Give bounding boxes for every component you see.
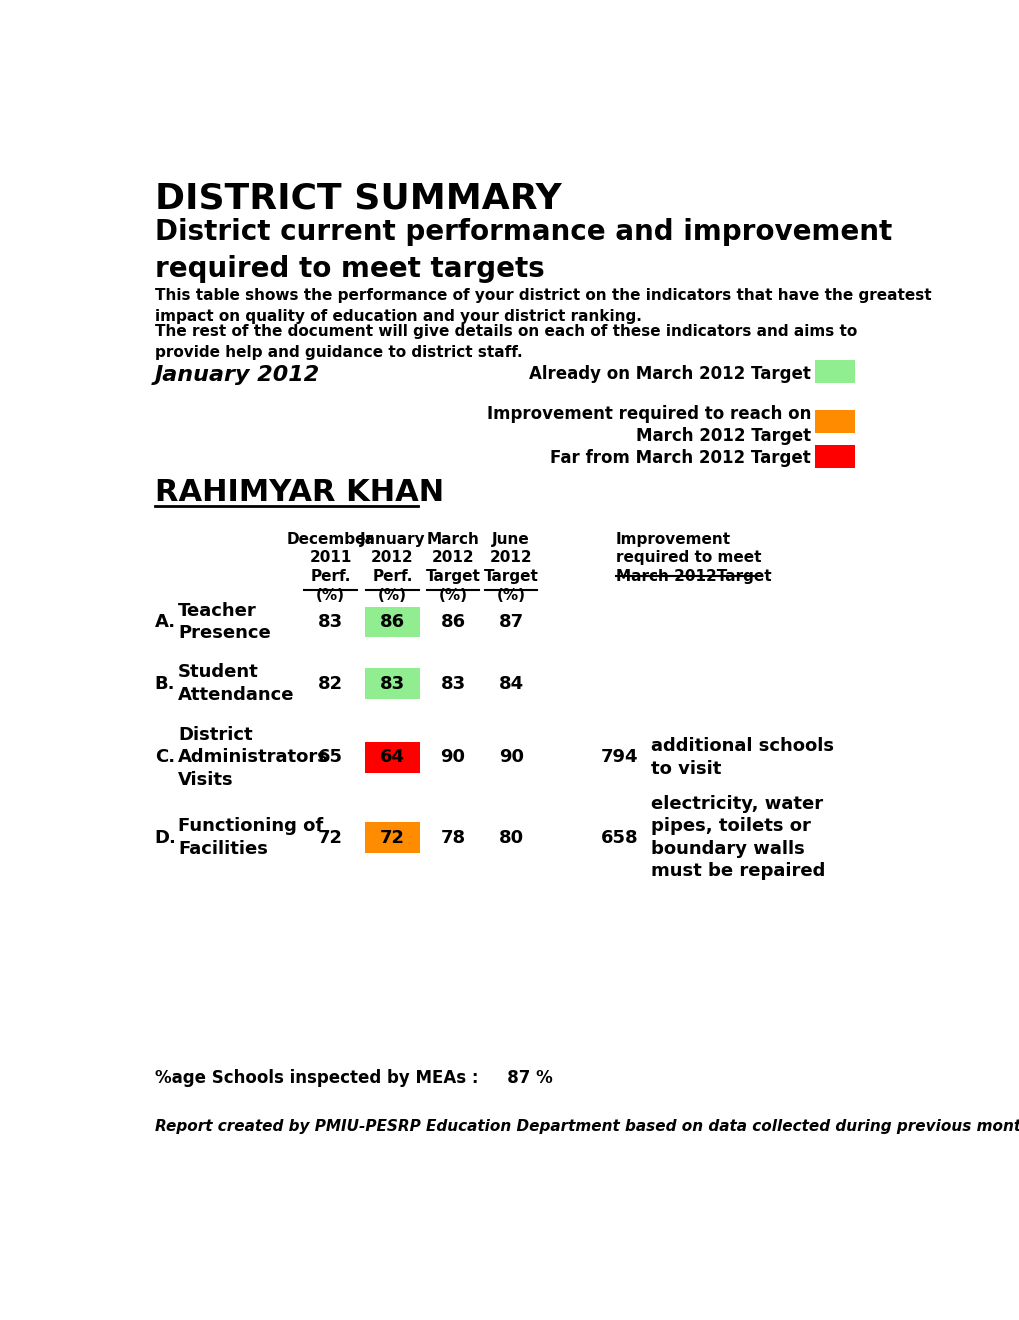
Text: 90: 90 — [440, 748, 465, 767]
Text: 83: 83 — [440, 675, 465, 693]
Text: 84: 84 — [498, 675, 523, 693]
Text: electricity, water
pipes, toilets or
boundary walls
must be repaired: electricity, water pipes, toilets or bou… — [650, 795, 824, 880]
Text: Improvement
required to meet
March 2012Target: Improvement required to meet March 2012T… — [615, 532, 770, 583]
Text: December
2011
Perf.
(%): December 2011 Perf. (%) — [286, 532, 374, 603]
Text: June
2012
Target
(%): June 2012 Target (%) — [483, 532, 538, 603]
Text: 78: 78 — [440, 829, 465, 846]
FancyBboxPatch shape — [365, 607, 420, 638]
Text: District current performance and improvement
required to meet targets: District current performance and improve… — [155, 219, 891, 284]
Text: March
2012
Target
(%): March 2012 Target (%) — [425, 532, 480, 603]
Text: Already on March 2012 Target: Already on March 2012 Target — [529, 364, 810, 383]
Text: Student
Attendance: Student Attendance — [177, 664, 294, 704]
Text: 83: 83 — [380, 675, 405, 693]
FancyBboxPatch shape — [365, 668, 420, 700]
Text: Far from March 2012 Target: Far from March 2012 Target — [550, 449, 810, 467]
Text: 86: 86 — [380, 612, 405, 631]
FancyBboxPatch shape — [365, 822, 420, 853]
Text: The rest of the document will give details on each of these indicators and aims : The rest of the document will give detai… — [155, 323, 856, 360]
Text: D.: D. — [155, 829, 176, 846]
Text: 90: 90 — [498, 748, 523, 767]
FancyBboxPatch shape — [814, 445, 854, 469]
Text: 80: 80 — [498, 829, 523, 846]
Text: 64: 64 — [380, 748, 405, 767]
Text: %age Schools inspected by MEAs :     87 %: %age Schools inspected by MEAs : 87 % — [155, 1069, 552, 1086]
Text: January
2012
Perf.
(%): January 2012 Perf. (%) — [360, 532, 425, 603]
Text: 87: 87 — [498, 612, 523, 631]
Text: 82: 82 — [318, 675, 342, 693]
Text: Improvement required to reach on
March 2012 Target: Improvement required to reach on March 2… — [486, 405, 810, 445]
Text: 72: 72 — [318, 829, 342, 846]
Text: DISTRICT SUMMARY: DISTRICT SUMMARY — [155, 182, 560, 215]
Text: 72: 72 — [380, 829, 405, 846]
Text: 65: 65 — [318, 748, 342, 767]
Text: 658: 658 — [600, 829, 638, 846]
FancyBboxPatch shape — [365, 742, 420, 774]
Text: C.: C. — [155, 748, 174, 767]
Text: January 2012: January 2012 — [155, 364, 320, 384]
Text: Report created by PMIU-PESRP Education Department based on data collected during: Report created by PMIU-PESRP Education D… — [155, 1119, 1019, 1134]
Text: additional schools
to visit: additional schools to visit — [650, 738, 833, 777]
Text: RAHIMYAR KHAN: RAHIMYAR KHAN — [155, 478, 443, 507]
FancyBboxPatch shape — [814, 411, 854, 433]
Text: 86: 86 — [440, 612, 465, 631]
Text: 83: 83 — [318, 612, 342, 631]
Text: A.: A. — [155, 612, 175, 631]
Text: B.: B. — [155, 675, 175, 693]
FancyBboxPatch shape — [814, 360, 854, 383]
Text: 794: 794 — [600, 748, 638, 767]
Text: Functioning of
Facilities: Functioning of Facilities — [177, 817, 323, 858]
Text: This table shows the performance of your district on the indicators that have th: This table shows the performance of your… — [155, 288, 930, 323]
Text: District
Administrators
Visits: District Administrators Visits — [177, 726, 328, 788]
Text: Teacher
Presence: Teacher Presence — [177, 602, 270, 642]
